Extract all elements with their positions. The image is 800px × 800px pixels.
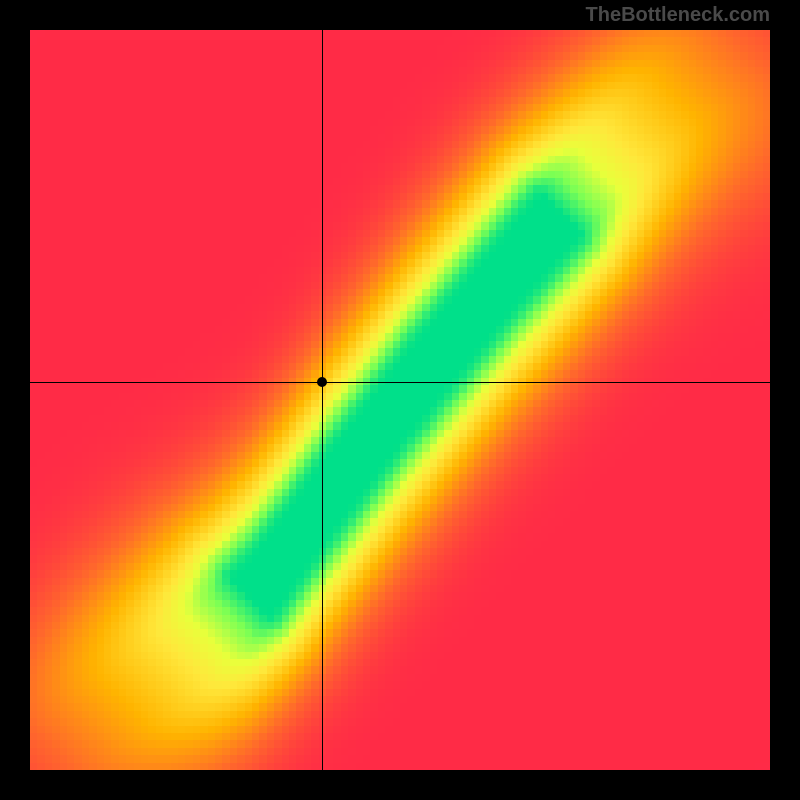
crosshair-vertical: [322, 30, 323, 770]
crosshair-horizontal: [30, 382, 770, 383]
heatmap-canvas: [30, 30, 770, 770]
crosshair-marker: [317, 377, 327, 387]
watermark-text: TheBottleneck.com: [586, 4, 770, 27]
heatmap-plot: [30, 30, 770, 770]
